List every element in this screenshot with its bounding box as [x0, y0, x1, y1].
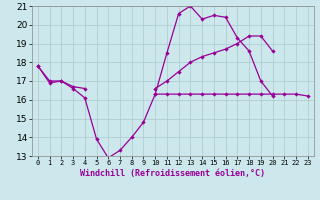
X-axis label: Windchill (Refroidissement éolien,°C): Windchill (Refroidissement éolien,°C)	[80, 169, 265, 178]
